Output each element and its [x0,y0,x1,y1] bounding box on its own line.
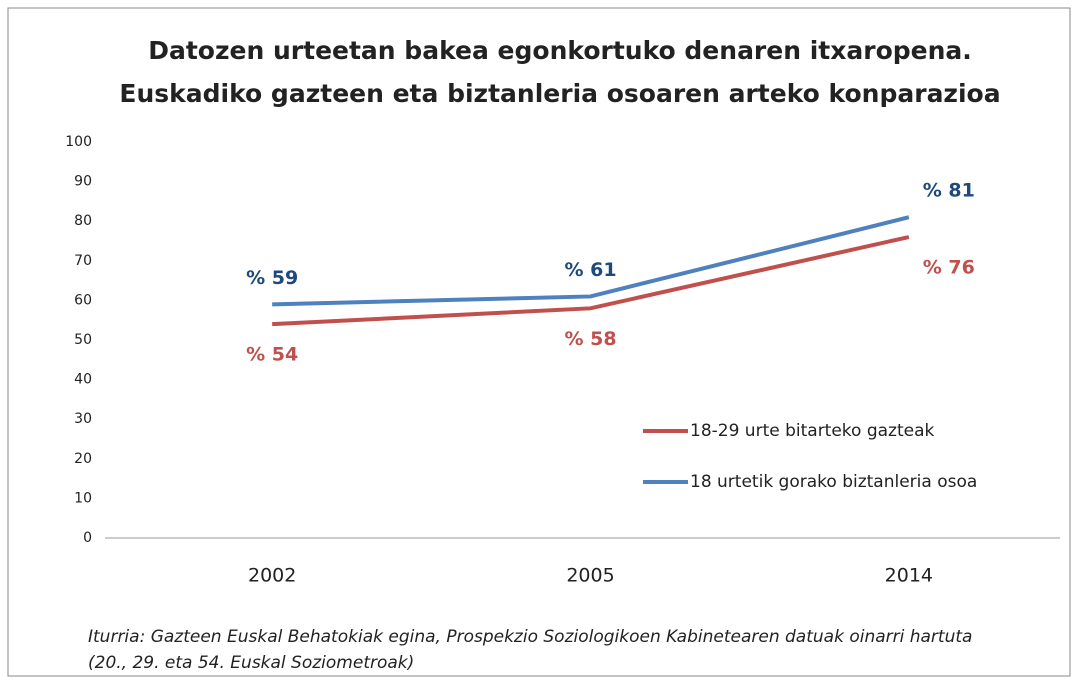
y-tick-label: 0 [83,530,92,546]
data-label: % 58 [564,328,616,350]
data-label: % 76 [923,257,975,279]
y-tick-label: 50 [74,332,92,348]
x-tick-label: 2005 [566,565,614,587]
legend-label: 18 urtetik gorako biztanleria osoa [690,472,977,492]
data-label: % 81 [923,180,975,202]
line-series [272,235,910,327]
y-tick-label: 90 [74,174,92,190]
y-tick-label: 40 [74,372,92,388]
data-label: % 61 [564,259,616,281]
source-note: Iturria: Gazteen Euskal Behatokiak egina… [88,627,972,647]
chart-border [7,7,1071,677]
data-label: % 54 [246,344,298,366]
legend-label: 18-29 urte bitarteko gazteak [690,421,935,441]
source-note: (20., 29. eta 54. Euskal Soziometroak) [88,653,414,673]
y-tick-label: 30 [74,411,92,427]
x-tick-label: 2002 [248,565,296,587]
y-tick-label: 100 [65,134,92,150]
y-tick-label: 10 [74,490,92,506]
data-label: % 59 [246,267,298,289]
y-tick-label: 80 [74,213,92,229]
x-tick-label: 2014 [885,565,933,587]
y-tick-label: 60 [74,292,92,308]
chart-title: Euskadiko gazteen eta biztanleria osoare… [119,79,1000,108]
y-tick-label: 70 [74,253,92,269]
y-tick-label: 20 [74,451,92,467]
chart-title: Datozen urteetan bakea egonkortuko denar… [148,36,972,65]
line-series [272,215,910,307]
